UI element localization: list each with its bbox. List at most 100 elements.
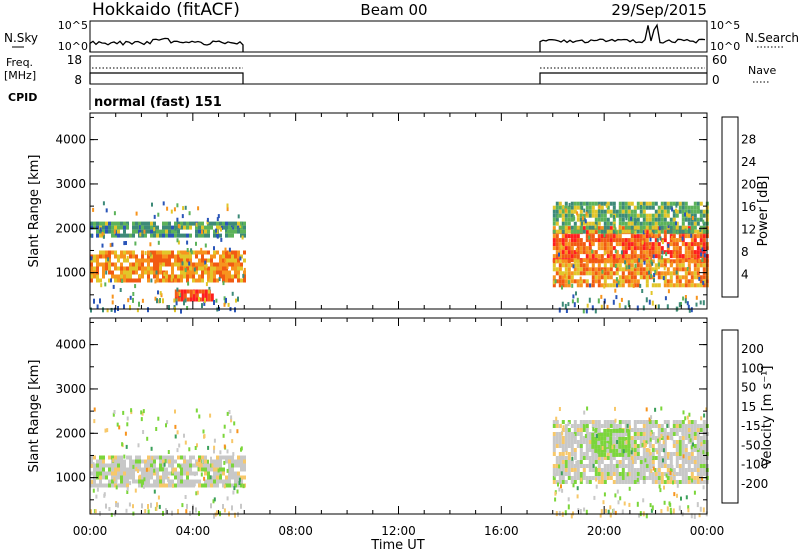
data-cell — [684, 246, 688, 251]
data-cell — [552, 464, 556, 468]
data-cell — [234, 512, 236, 518]
data-cell — [696, 217, 700, 222]
data-cell — [603, 271, 607, 276]
data-cell — [660, 424, 664, 428]
data-cell — [564, 444, 568, 448]
data-cell — [603, 436, 607, 441]
data-cell — [166, 420, 169, 425]
data-cell — [701, 476, 704, 481]
data-cell — [200, 247, 203, 252]
data-cell — [564, 464, 568, 468]
data-cell — [222, 270, 225, 275]
data-cell — [603, 432, 607, 437]
data-cell — [129, 459, 132, 464]
data-cell — [693, 448, 697, 452]
data-cell — [183, 233, 186, 238]
data-cell — [684, 456, 688, 460]
data-cell — [104, 282, 107, 287]
data-cell — [564, 283, 568, 288]
data-cell — [198, 457, 201, 462]
data-cell — [687, 476, 691, 480]
x-tick-label: 04:00 — [176, 524, 211, 538]
data-cell — [641, 240, 644, 245]
data-cell — [654, 436, 658, 440]
data-cell — [158, 504, 161, 509]
data-cell — [627, 300, 630, 306]
data-cell — [216, 459, 219, 464]
data-cell — [144, 483, 147, 488]
data-cell — [102, 475, 105, 480]
data-cell — [688, 228, 690, 233]
data-cell — [165, 467, 168, 472]
data-cell — [159, 463, 162, 468]
data-cell — [555, 246, 559, 251]
data-cell — [690, 432, 694, 436]
data-cell — [147, 471, 150, 476]
colorbar-tick-label: -100 — [741, 458, 768, 472]
data-cell — [681, 254, 685, 259]
data-cell — [573, 480, 577, 484]
data-cell — [90, 258, 93, 263]
data-cell — [663, 279, 667, 284]
data-cell — [599, 513, 602, 518]
data-cell — [636, 501, 639, 507]
data-cell — [588, 432, 592, 436]
data-cell — [135, 467, 138, 471]
data-cell — [225, 225, 228, 230]
data-cell — [630, 201, 634, 206]
data-cell — [555, 201, 559, 206]
data-cell — [672, 259, 676, 264]
data-cell — [555, 420, 559, 424]
data-cell — [150, 467, 153, 472]
data-cell — [665, 252, 668, 257]
data-cell — [588, 259, 592, 264]
data-cell — [567, 226, 571, 231]
data-cell — [102, 234, 105, 239]
data-cell — [606, 476, 610, 480]
data-cell — [224, 258, 227, 262]
data-cell — [189, 459, 192, 464]
data-cell — [111, 455, 114, 460]
data-cell — [681, 444, 685, 448]
data-cell — [591, 452, 595, 457]
data-cell — [618, 213, 622, 218]
data-cell — [186, 262, 189, 267]
data-cell — [603, 472, 607, 476]
data-cell — [123, 225, 126, 230]
data-cell — [687, 304, 690, 310]
data-cell — [663, 460, 667, 464]
data-cell — [222, 455, 225, 460]
data-cell — [621, 201, 625, 206]
data-cell — [165, 229, 168, 234]
data-cell — [605, 203, 608, 208]
data-cell — [150, 483, 153, 488]
data-cell — [90, 225, 93, 230]
data-cell — [117, 459, 120, 464]
data-cell — [96, 254, 99, 259]
data-cell — [206, 220, 209, 225]
data-cell — [680, 302, 682, 306]
data-cell — [132, 479, 135, 484]
data-cell — [561, 263, 565, 268]
data-cell — [159, 467, 162, 472]
data-cell — [687, 213, 691, 218]
data-cell — [168, 225, 171, 230]
data-cell — [591, 424, 595, 428]
data-cell — [663, 266, 666, 271]
data-cell — [561, 213, 565, 218]
data-cell — [660, 406, 663, 411]
data-cell — [216, 510, 218, 516]
data-cell — [693, 283, 697, 288]
data-cell — [624, 254, 628, 259]
data-cell — [567, 476, 571, 480]
data-cell — [606, 209, 610, 214]
data-cell — [669, 271, 673, 276]
data-cell — [242, 484, 245, 489]
data-cell — [174, 262, 177, 267]
data-cell — [192, 463, 195, 468]
data-cell — [240, 254, 243, 259]
data-cell — [144, 509, 147, 513]
data-cell — [651, 460, 655, 464]
data-cell — [678, 456, 682, 460]
